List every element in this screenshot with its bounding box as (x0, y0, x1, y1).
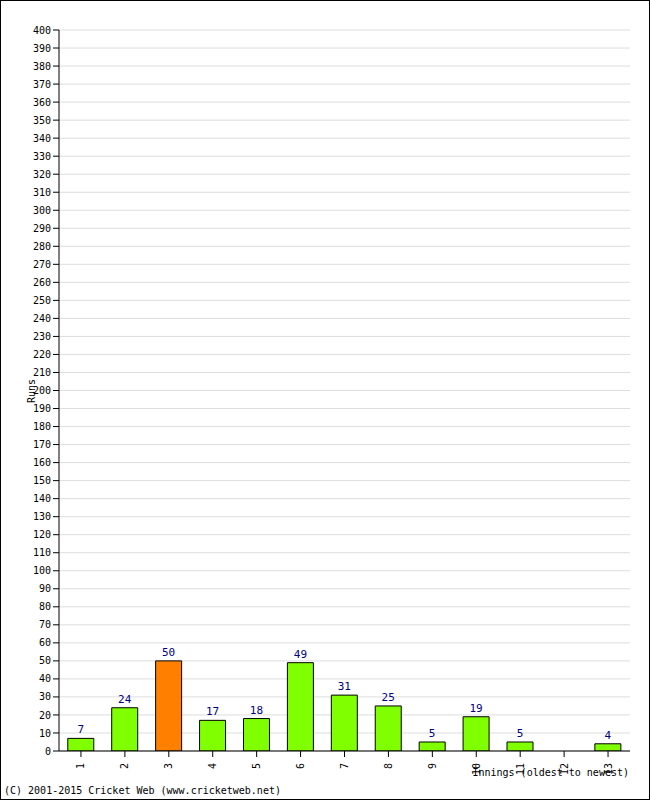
svg-text:120: 120 (33, 529, 51, 540)
svg-text:300: 300 (33, 205, 51, 216)
svg-text:10: 10 (39, 728, 51, 739)
html-text:(C) 2001-2015 Cricket Web (www: (C) 2001-2015 Cricket Web (www.cricketwe… (4, 785, 281, 796)
svg-text:210: 210 (33, 367, 51, 378)
svg-text:49: 49 (294, 648, 307, 661)
svg-text:50: 50 (39, 655, 51, 666)
svg-text:1: 1 (75, 763, 86, 769)
svg-text:5: 5 (517, 727, 524, 740)
svg-text:7: 7 (77, 723, 84, 736)
svg-text:9: 9 (427, 763, 438, 769)
svg-text:350: 350 (33, 115, 51, 126)
svg-text:8: 8 (383, 763, 394, 769)
svg-text:25: 25 (382, 691, 395, 704)
svg-text:6: 6 (295, 763, 306, 769)
svg-text:360: 360 (33, 97, 51, 108)
svg-text:230: 230 (33, 331, 51, 342)
svg-text:30: 30 (39, 691, 51, 702)
svg-text:0: 0 (45, 746, 51, 757)
svg-text:170: 170 (33, 439, 51, 450)
svg-text:380: 380 (33, 61, 51, 72)
svg-text:5: 5 (429, 727, 436, 740)
svg-text:4: 4 (207, 763, 218, 769)
svg-text:280: 280 (33, 241, 51, 252)
svg-text:180: 180 (33, 421, 51, 432)
svg-text:110: 110 (33, 547, 51, 558)
svg-text:18: 18 (250, 704, 263, 717)
svg-text:200: 200 (32, 385, 51, 396)
svg-text:5: 5 (251, 763, 262, 769)
svg-text:220: 220 (33, 349, 51, 360)
svg-text:190: 190 (33, 403, 51, 414)
svg-text:310: 310 (33, 187, 51, 198)
svg-text:3: 3 (163, 763, 174, 769)
svg-text:100: 100 (33, 565, 51, 576)
svg-text:290: 290 (33, 223, 51, 234)
svg-text:31: 31 (338, 680, 351, 693)
svg-text:60: 60 (39, 637, 51, 648)
svg-text:270: 270 (33, 259, 51, 270)
svg-text:330: 330 (33, 151, 51, 162)
svg-text:320: 320 (33, 169, 51, 180)
svg-text:260: 260 (33, 277, 51, 288)
svg-text:4: 4 (605, 729, 612, 742)
svg-text:340: 340 (33, 133, 51, 144)
svg-text:130: 130 (33, 511, 51, 522)
svg-text:2: 2 (119, 763, 130, 769)
svg-text:40: 40 (39, 673, 51, 684)
svg-text:160: 160 (33, 457, 51, 468)
svg-text:20: 20 (39, 710, 51, 721)
html-text:Runs: Runs (25, 379, 37, 403)
html-text:Innings (oldest to newest): Innings (oldest to newest) (472, 767, 629, 778)
svg-text:250: 250 (33, 295, 51, 306)
svg-text:19: 19 (469, 702, 482, 715)
svg-text:24: 24 (118, 693, 132, 706)
svg-text:370: 370 (33, 79, 51, 90)
svg-text:140: 140 (33, 493, 51, 504)
svg-text:400: 400 (33, 25, 51, 36)
svg-text:17: 17 (206, 705, 219, 718)
svg-text:50: 50 (162, 646, 175, 659)
svg-text:150: 150 (33, 475, 51, 486)
svg-text:390: 390 (33, 43, 51, 54)
svg-text:70: 70 (39, 619, 51, 630)
svg-text:240: 240 (33, 313, 51, 324)
svg-text:90: 90 (39, 583, 51, 594)
svg-text:80: 80 (39, 601, 51, 612)
svg-text:7: 7 (339, 763, 350, 769)
